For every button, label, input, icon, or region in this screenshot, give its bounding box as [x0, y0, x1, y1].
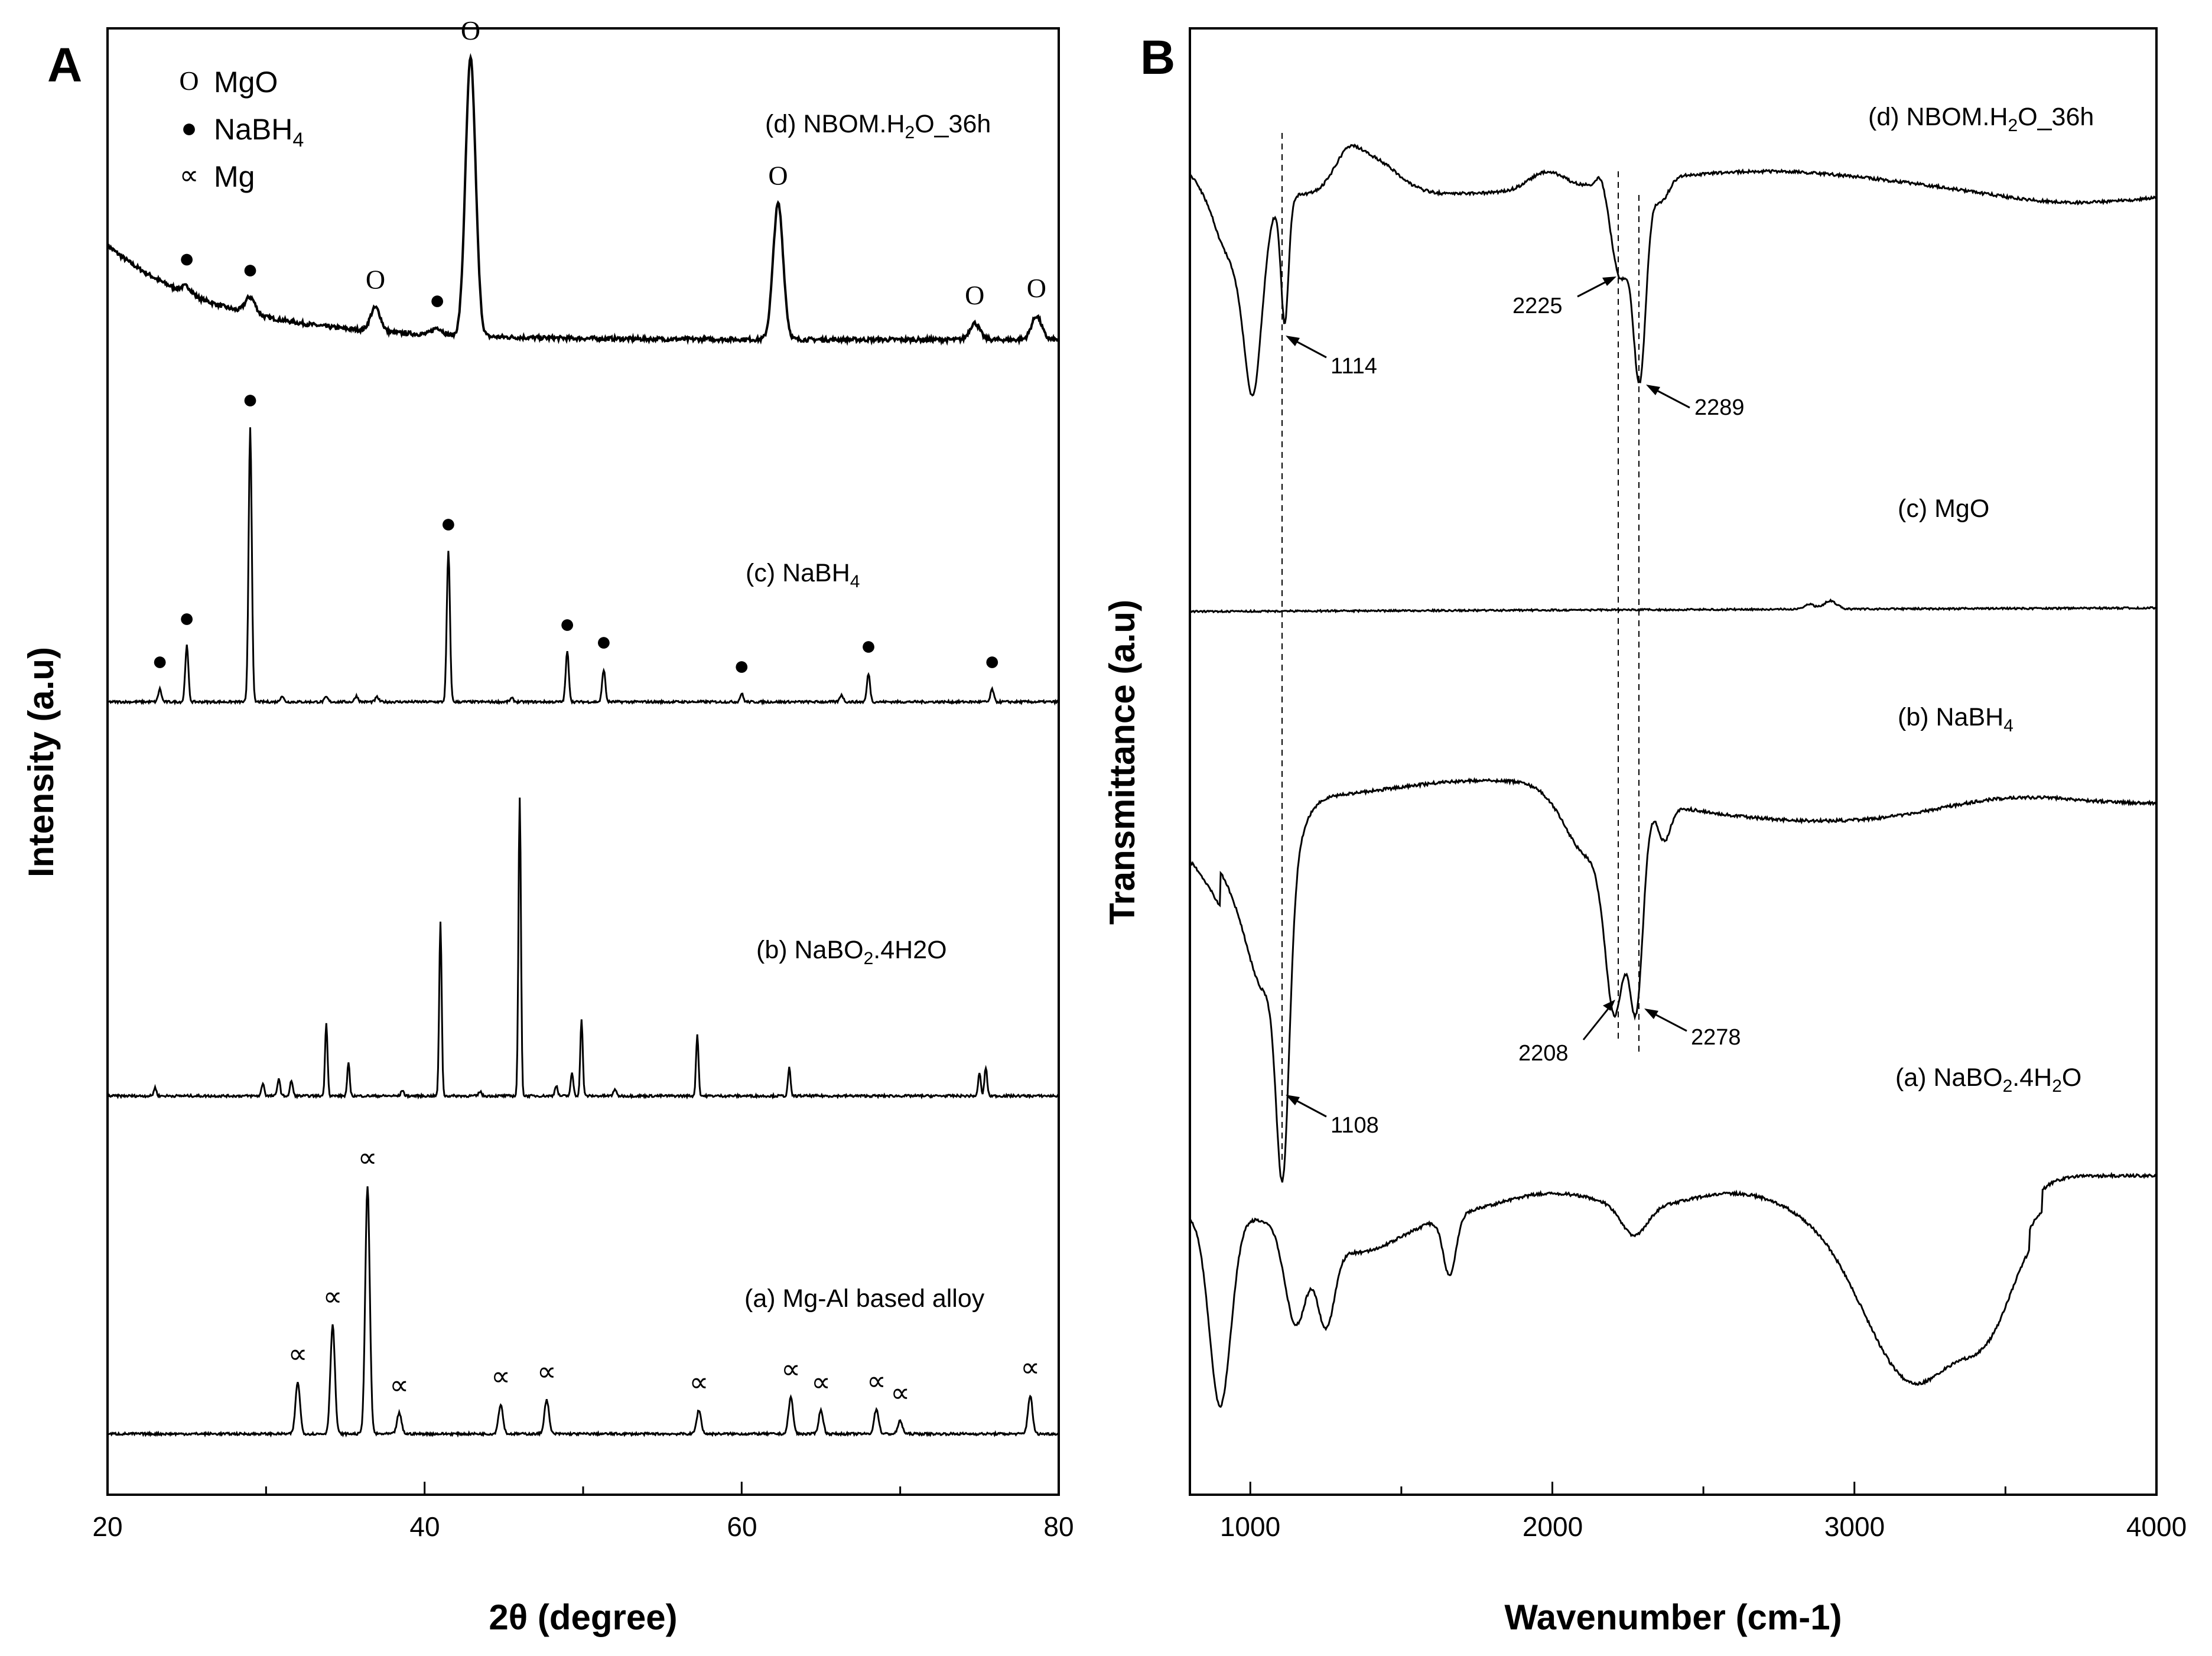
- peak-marker-c-2: ●: [242, 384, 259, 414]
- legend-mg-symbol: ∝: [180, 160, 199, 190]
- series-label-b-d: (d) NBOM.H2O_36h: [1868, 103, 2094, 135]
- annotations: 1114 2225 2289 1108 2208 2278: [1286, 276, 1745, 1138]
- annotation-2278: 2278: [1691, 1025, 1741, 1050]
- x-tick-a-3: 80: [1043, 1511, 1074, 1542]
- x-tick-a-0: 20: [92, 1511, 122, 1542]
- peak-marker-a-2: ∝: [358, 1143, 378, 1173]
- series-label-b-c: (c) MgO: [1898, 494, 1989, 523]
- series-label-a-a: (a) Mg-Al based alloy: [744, 1284, 985, 1313]
- ftir-trace-c: [1189, 598, 2156, 614]
- annotation-1108: 1108: [1331, 1113, 1379, 1138]
- peak-marker-a-7: ∝: [781, 1354, 801, 1384]
- peak-marker-c-5: ●: [596, 626, 612, 656]
- panel-label-b: B: [1140, 31, 1175, 84]
- x-tick-b-2: 3000: [1824, 1511, 1885, 1542]
- peak-marker-d-6: O: [965, 280, 984, 310]
- xrd-trace-b: [106, 797, 1059, 1100]
- peak-marker-d-3: ●: [429, 285, 445, 315]
- series-label-a-d: (d) NBOM.H2O_36h: [765, 110, 991, 142]
- legend-a: O MgO ● NaBH4 ∝ Mg: [179, 66, 304, 193]
- arrow-2208: [1582, 1004, 1613, 1040]
- annotation-2289: 2289: [1694, 395, 1745, 420]
- peak-marker-c-3: ●: [440, 508, 457, 538]
- arrowhead-2289: [1646, 385, 1660, 395]
- reference-lines: [1281, 133, 1640, 1161]
- peak-marker-d-4: O: [461, 15, 480, 45]
- x-tick-b-0: 1000: [1220, 1511, 1280, 1542]
- x-axis-label-a: 2θ (degree): [489, 1598, 677, 1637]
- peak-marker-c-6: ●: [733, 650, 750, 681]
- plot-frame-a: [106, 27, 1060, 1496]
- peak-marker-d-7: O: [1027, 273, 1046, 303]
- peak-marker-c-0: ●: [152, 646, 168, 676]
- arrowhead-1114: [1286, 336, 1300, 346]
- ftir-traces: [1189, 143, 2158, 1495]
- x-tick-a-2: 60: [727, 1511, 757, 1542]
- legend-nabh4-label: NaBH4: [214, 113, 304, 151]
- arrowhead-2208: [1603, 1000, 1615, 1011]
- peak-marker-a-0: ∝: [288, 1339, 308, 1369]
- peak-marker-a-1: ∝: [323, 1281, 343, 1312]
- peak-marker-d-5: O: [768, 161, 788, 191]
- series-label-a-c: (c) NaBH4: [746, 559, 860, 591]
- peak-marker-a-3: ∝: [389, 1370, 409, 1400]
- series-label-b-b: (b) NaBH4: [1898, 703, 2013, 736]
- annotation-2208: 2208: [1518, 1041, 1569, 1066]
- peak-marker-d-2: O: [366, 265, 385, 295]
- x-tick-b-3: 4000: [2126, 1511, 2187, 1542]
- annotation-2225: 2225: [1512, 294, 1563, 318]
- annotation-1114: 1114: [1331, 354, 1377, 379]
- xrd-trace-c: [106, 427, 1060, 706]
- y-axis-label-a: Intensity (a.u): [21, 647, 61, 877]
- legend-mgo-symbol: O: [179, 66, 199, 96]
- x-tick-b-1: 2000: [1523, 1511, 1583, 1542]
- ftir-trace-a: [1189, 1172, 2157, 1408]
- ftir-trace-b: [1189, 777, 2157, 1183]
- arrowhead-1108: [1286, 1095, 1300, 1105]
- peak-marker-a-9: ∝: [867, 1366, 886, 1396]
- peak-marker-d-0: ●: [178, 243, 195, 274]
- series-label-b-a: (a) NaBO2.4H2O: [1895, 1063, 2081, 1096]
- xrd-trace-a: [106, 1186, 1060, 1438]
- x-tick-a-1: 40: [409, 1511, 440, 1542]
- peak-marker-a-5: ∝: [537, 1356, 557, 1387]
- arrowhead-2225: [1602, 276, 1616, 286]
- x-axis-b: 1000 2000 3000 4000: [1220, 1511, 2187, 1542]
- peak-marker-c-7: ●: [860, 630, 877, 661]
- panel-label-a: A: [47, 38, 82, 92]
- series-label-a-b: (b) NaBO2.4H2O: [756, 936, 947, 968]
- peak-marker-a-4: ∝: [491, 1361, 510, 1391]
- legend-mgo-label: MgO: [214, 66, 278, 99]
- xrd-trace-d: [106, 53, 1060, 346]
- peak-marker-c-8: ●: [984, 646, 1000, 676]
- peak-markers: ● ● O●OOO O●●●●●●●●●∝∝∝∝ ∝ ∝ ∝ ∝ ∝ ∝ ∝∝: [152, 15, 1046, 1408]
- legend-nabh4-symbol: ●: [181, 113, 197, 143]
- peak-marker-a-11: ∝: [1020, 1352, 1040, 1382]
- peak-marker-c-4: ●: [559, 609, 575, 639]
- legend-mg-label: Mg: [214, 160, 255, 193]
- peak-marker-a-10: ∝: [890, 1378, 910, 1408]
- xrd-traces: [106, 53, 1060, 1495]
- peak-marker-a-6: ∝: [689, 1367, 708, 1397]
- y-axis-label-b: Transmittance (a.u): [1102, 600, 1142, 925]
- peak-marker-a-8: ∝: [811, 1367, 831, 1397]
- ftir-trace-d: [1189, 143, 2157, 397]
- x-axis-a: 20 40 60 80: [92, 1511, 1074, 1542]
- x-axis-label-b: Wavenumber (cm-1): [1504, 1598, 1842, 1637]
- arrowhead-2278: [1644, 1008, 1658, 1019]
- plot-frame-b: [1189, 27, 2158, 1496]
- peak-marker-d-1: ●: [242, 254, 259, 284]
- peak-marker-c-1: ●: [178, 603, 195, 633]
